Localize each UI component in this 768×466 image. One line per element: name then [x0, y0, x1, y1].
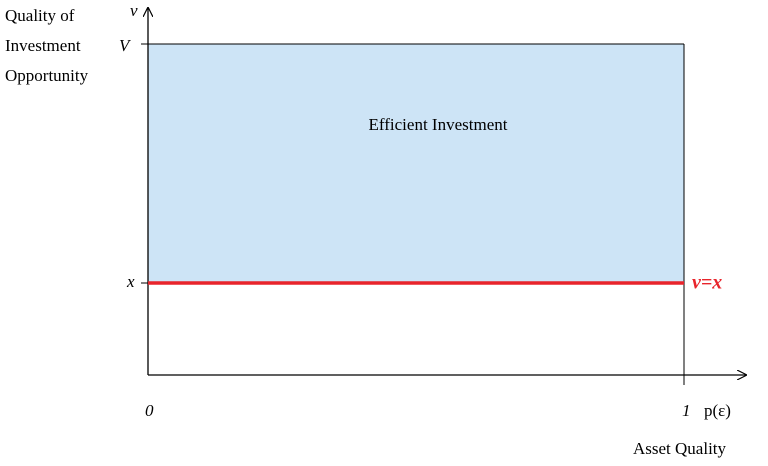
y-title: Opportunity: [5, 66, 89, 85]
y-title: Investment: [5, 36, 81, 55]
line-label: v=x: [692, 272, 722, 294]
origin-label: 0: [145, 401, 154, 420]
y-tick-label: V: [119, 36, 132, 55]
y-tick-label: x: [126, 272, 135, 291]
x-symbol: p(ε): [704, 401, 731, 420]
x-title: Asset Quality: [633, 439, 727, 458]
y-title: Quality of: [5, 6, 75, 25]
efficient-region: [148, 44, 684, 283]
x-tick-label: 1: [682, 401, 691, 420]
region-label: Efficient Investment: [369, 115, 508, 134]
y-symbol: v: [130, 1, 138, 20]
